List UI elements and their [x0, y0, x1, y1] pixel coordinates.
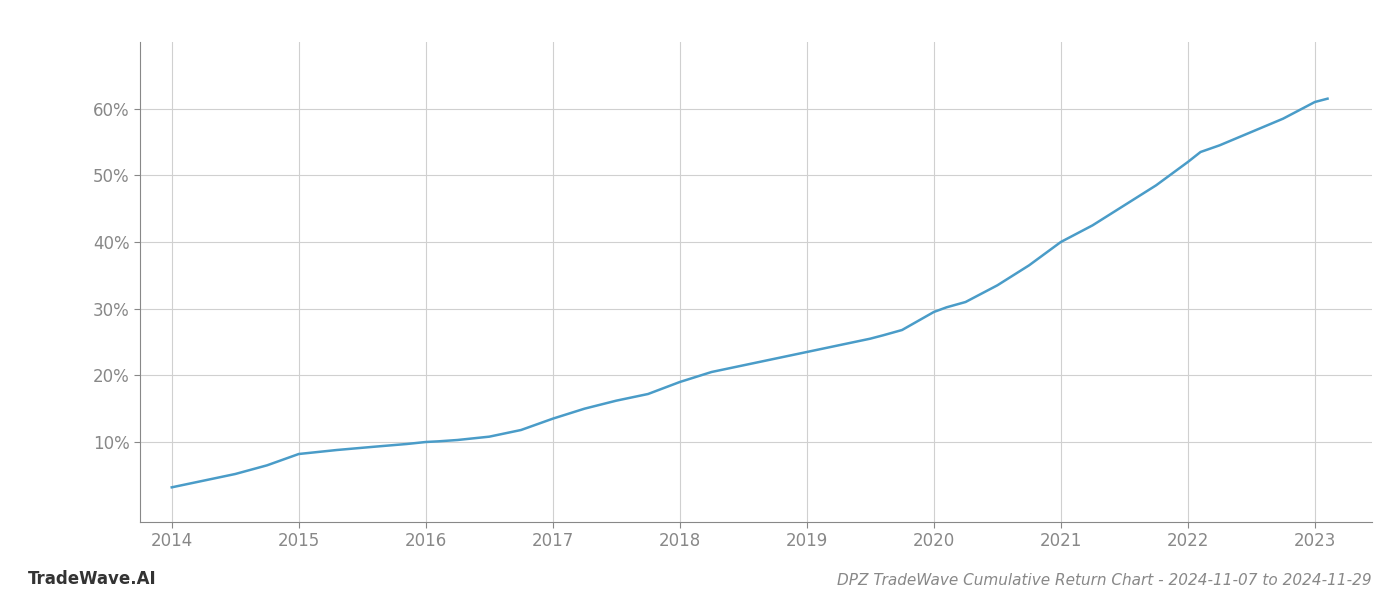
Text: TradeWave.AI: TradeWave.AI	[28, 570, 157, 588]
Text: DPZ TradeWave Cumulative Return Chart - 2024-11-07 to 2024-11-29: DPZ TradeWave Cumulative Return Chart - …	[837, 573, 1372, 588]
